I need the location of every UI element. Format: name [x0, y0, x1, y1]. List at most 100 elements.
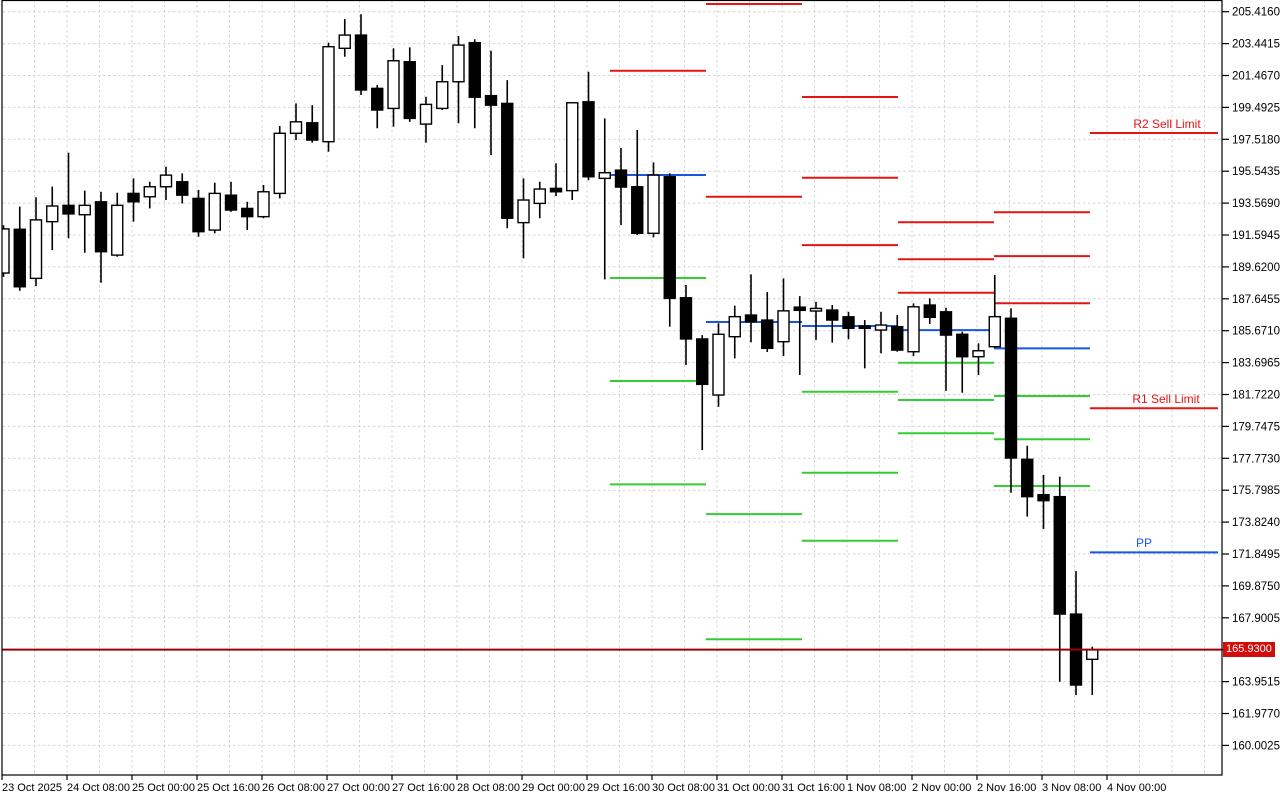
candle-body — [371, 87, 384, 111]
candle-body — [127, 192, 140, 203]
candles-layer — [2, 14, 1099, 696]
candle-body — [907, 306, 920, 353]
candle-body — [517, 199, 530, 224]
candle-body — [78, 204, 91, 216]
bear-candle — [1037, 474, 1050, 529]
candle-body — [2, 228, 10, 274]
candle-body — [663, 176, 676, 300]
candle-body — [988, 315, 1001, 348]
time-tick-label: 2 Nov 16:00 — [977, 782, 1036, 794]
bear-candle — [939, 307, 953, 391]
bear-candle — [631, 130, 644, 236]
candle-body — [436, 81, 449, 110]
candle-body — [192, 197, 205, 233]
pp-label[interactable]: PP — [1135, 536, 1153, 550]
bear-candle — [1021, 445, 1034, 517]
candle-body — [29, 219, 43, 280]
chart-frame — [1, 0, 1223, 776]
time-tick-label: 2 Nov 00:00 — [912, 782, 971, 794]
bear-candle — [842, 311, 855, 340]
bear-candle — [582, 71, 595, 181]
candle-body — [143, 186, 156, 198]
candle-body — [1086, 648, 1099, 661]
bear-candle — [354, 14, 368, 96]
price-tick-label: 160.0025 — [1232, 740, 1280, 752]
candle-body — [484, 94, 498, 106]
price-tick-label: 199.4925 — [1232, 102, 1280, 114]
candle-body — [419, 103, 433, 125]
bull-candle — [728, 305, 741, 359]
time-tick-label: 4 Nov 00:00 — [1107, 782, 1166, 794]
bull-candle — [208, 182, 221, 234]
candle-body — [923, 304, 936, 319]
candle-body — [566, 102, 579, 192]
candle-body — [452, 44, 465, 83]
bear-candle — [826, 305, 839, 343]
bear-candle — [468, 39, 481, 129]
price-tick-label: 169.8750 — [1232, 581, 1280, 593]
candle-body — [972, 350, 985, 358]
price-axis[interactable]: 205.4160 203.4415 201.4670 199.4925 197.5180… — [1222, 7, 1280, 753]
bear-candle — [956, 331, 969, 393]
price-tick-label: 167.9005 — [1232, 613, 1280, 625]
candle-body — [1004, 317, 1018, 459]
bear-candle — [549, 163, 563, 196]
bear-candle — [1053, 476, 1066, 682]
candle-body — [874, 324, 888, 331]
bull-candle — [273, 126, 286, 199]
r2-sell-limit-label[interactable]: R2 Sell Limit — [1133, 117, 1201, 131]
price-tick-label: 203.4415 — [1232, 39, 1280, 51]
time-tick-label: 25 Oct 00:00 — [132, 782, 195, 794]
bull-candle — [988, 274, 1001, 349]
time-axis[interactable]: 23 Oct 2025 24 Oct 08:00 25 Oct 00:00 25 Oc… — [1, 775, 1166, 794]
bull-candle — [338, 19, 351, 57]
bull-candle — [566, 102, 579, 201]
candle-body — [679, 297, 693, 340]
candle-body — [338, 34, 351, 50]
bear-candle — [371, 84, 384, 129]
candle-body — [176, 181, 189, 196]
time-tick-label: 27 Oct 16:00 — [392, 782, 455, 794]
bear-candle — [744, 274, 758, 343]
bull-candle — [647, 162, 660, 238]
bull-candle — [159, 166, 173, 201]
bear-candle — [793, 296, 806, 375]
bull-candle — [1086, 646, 1099, 696]
price-tick-label: 189.6200 — [1232, 262, 1280, 274]
pivot-levels-layer — [610, 3, 1218, 641]
price-tick-label: 191.5945 — [1232, 230, 1280, 242]
bull-candle — [436, 65, 449, 111]
bull-candle — [257, 184, 270, 219]
candle-body — [728, 315, 741, 338]
price-tick-label: 163.9515 — [1232, 677, 1280, 689]
candle-body — [598, 172, 611, 180]
time-tick-label: 23 Oct 2025 — [2, 782, 62, 794]
time-tick-label: 1 Nov 08:00 — [847, 782, 906, 794]
time-tick-label: 26 Oct 08:00 — [262, 782, 325, 794]
bull-candle — [78, 190, 91, 253]
time-tick-label: 3 Nov 08:00 — [1042, 782, 1101, 794]
bear-candle — [923, 298, 936, 325]
bear-candle — [663, 173, 676, 327]
bull-candle — [322, 42, 335, 152]
price-tick-label: 177.7730 — [1232, 453, 1280, 465]
candle-body — [858, 325, 871, 329]
time-tick-label: 31 Oct 00:00 — [717, 782, 780, 794]
time-tick-label: 24 Oct 08:00 — [67, 782, 130, 794]
candle-body — [354, 34, 368, 91]
bull-candle — [517, 178, 530, 259]
candle-body — [809, 307, 823, 312]
bull-candle — [874, 311, 888, 354]
candle-body — [631, 186, 644, 234]
bear-candle — [13, 206, 26, 291]
candle-body — [1053, 495, 1066, 615]
bull-candle — [452, 36, 465, 124]
candle-body — [94, 201, 108, 253]
price-tick-label: 187.6455 — [1232, 294, 1280, 306]
bull-candle — [143, 181, 156, 209]
price-tick-label: 175.7985 — [1232, 485, 1280, 497]
r1-sell-limit-label[interactable]: R1 Sell Limit — [1132, 392, 1200, 406]
price-tick-label: 193.5690 — [1232, 198, 1280, 210]
